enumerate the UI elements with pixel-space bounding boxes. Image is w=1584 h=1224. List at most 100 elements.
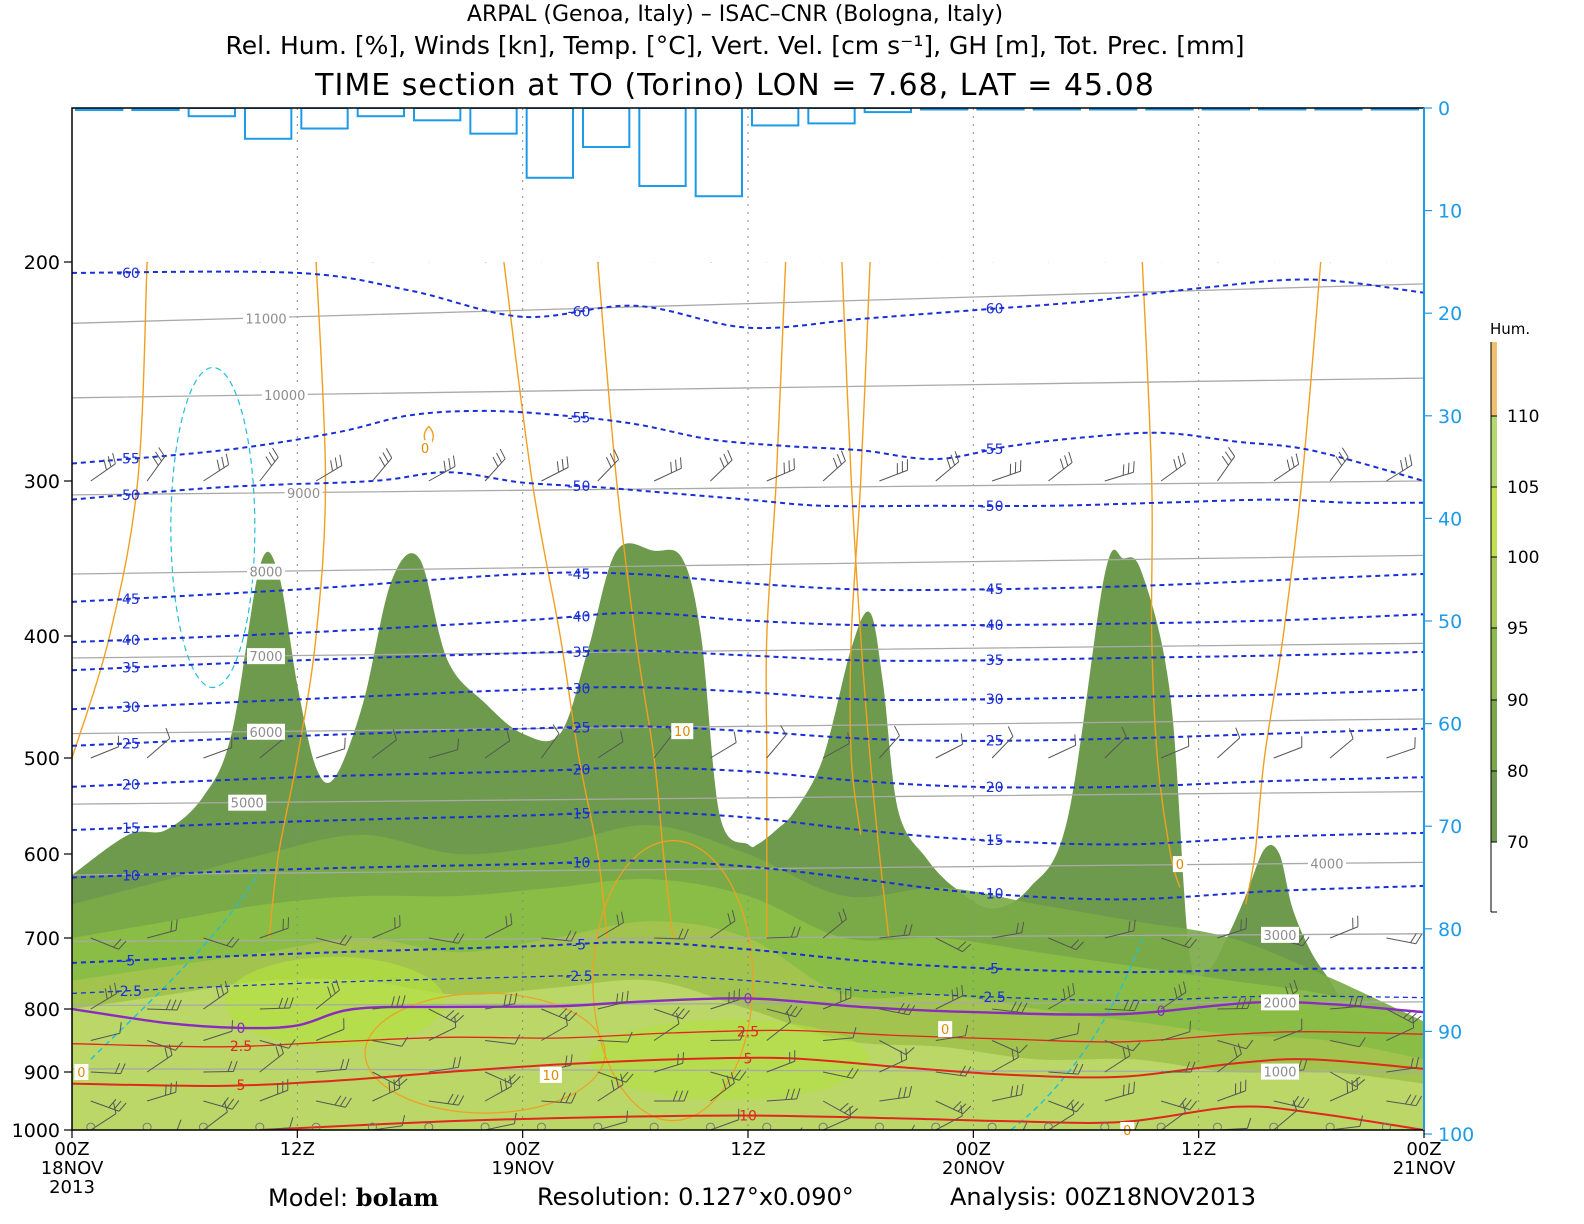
wind-barb [1048,983,1075,1010]
isotherm-label--40: -40 [117,633,140,649]
wind-barb [316,1129,318,1130]
wind-barb [653,457,682,482]
wind-barb [597,911,624,939]
pressure-tick-label: 700 [24,928,60,950]
isotherm-label-10: 10 [739,1109,757,1125]
wind-barb [766,1004,803,1018]
vv-label: 0 [77,1066,85,1081]
header-line-2: Rel. Hum. [%], Winds [kn], Temp. [°C], V… [225,31,1245,60]
wind-barb [146,1081,178,1102]
wind-barb [146,447,166,482]
time-tick-label: 21NOV [1393,1158,1456,1179]
precip-tick-label: 60 [1438,714,1462,736]
wind-barb [991,726,1014,759]
wind-barb [710,731,737,759]
gh-label-2000: 2000 [1263,996,1296,1011]
wind-barb [1160,452,1186,482]
wind-barb [372,915,401,939]
wind-barb [654,1090,689,1102]
wind-barb [1217,1043,1242,1073]
wind-barb [1104,919,1136,939]
wind-barb [654,262,655,263]
gh-isoline-9000 [72,480,1424,496]
wind-barb [1048,1022,1080,1041]
gh-label-6000: 6000 [249,726,282,741]
precip-tick-label: 50 [1438,611,1462,633]
gh-label-1000: 1000 [1263,1066,1296,1081]
isotherm-label--50: -50 [981,499,1004,515]
wind-barb [766,1050,796,1073]
wind-barb [541,1092,577,1104]
isotherm-label--25: -25 [117,736,140,752]
wind-barb [654,928,689,940]
wind-barb [90,453,116,482]
precip-bar [751,108,800,127]
calm-wind-marker [1212,1122,1222,1130]
isotherm-label-0: 0 [237,1021,246,1037]
colorbar-segment [1491,771,1497,842]
calm-wind-marker [987,1122,997,1130]
wind-barb [372,262,374,263]
precip-bar [638,108,687,187]
wind-barb [147,262,149,263]
precip-tick-label: 30 [1438,406,1462,428]
wind-barb [541,1008,578,1022]
wind-barb [316,1058,350,1073]
calm-wind-marker [1156,1122,1166,1130]
calm-wind-marker [86,1122,96,1130]
wind-barb [879,459,908,482]
wind-barb [766,725,787,759]
wind-barb [90,262,92,263]
wind-barb [992,1083,1024,1102]
wind-barb [1329,447,1349,482]
wind-barb [597,1073,624,1102]
isotherm-label--50: -50 [568,479,591,495]
wind-barb [372,1077,401,1102]
isotherm-label--25: -25 [981,734,1004,750]
humidity-colorbar: 70 80 90 95 100 105 110 [1490,342,1539,913]
isotherm-2.5 [72,1029,1424,1048]
wind-barb [146,727,171,759]
wind-barb [766,458,795,482]
wind-barb [879,725,900,759]
wind-barb [203,1020,234,1041]
precip-bar [582,108,631,148]
gh-label-4000: 4000 [1310,858,1343,873]
wind-barb [90,1022,122,1041]
wind-barb [1160,1020,1192,1041]
colorbar-tick-label: 105 [1507,478,1539,498]
wind-barb [823,1067,859,1079]
wind-barb [146,1044,173,1073]
precip-bar [131,108,180,112]
time-tick-label: 00Z [505,1139,540,1160]
wind-barb [879,1085,913,1102]
calm-wind-marker [762,1122,772,1130]
wind-barb [1160,735,1190,759]
wind-barb [597,990,629,1010]
calm-wind-marker [705,1122,715,1130]
wind-barb [653,1012,680,1041]
gh-isoline-11000 [72,283,1424,324]
wind-barb [1160,981,1187,1010]
wind-barb [822,450,846,482]
wind-barb [1386,933,1423,945]
wind-barb [259,917,289,939]
isotherm-label--45: -45 [568,567,591,583]
pressure-tick-label: 600 [24,844,60,866]
wind-barb [822,908,847,939]
humidity-105-area [589,1019,870,1100]
colorbar-tick-label: 90 [1507,691,1529,711]
time-tick-label: 12Z [280,1139,315,1160]
vv-label: 0 [1176,858,1184,873]
wind-barb [710,1072,735,1102]
isotherm--25 [72,725,1424,747]
wind-barb [766,1127,803,1130]
vv-contour [849,262,871,835]
calm-wind-marker [311,1122,321,1130]
vv-label: 10 [543,1069,560,1084]
wind-barb [992,262,994,263]
gh-label-5000: 5000 [231,797,264,812]
precip-bar [863,108,913,114]
wind-barb [822,986,852,1010]
calm-wind-marker [1100,1122,1110,1130]
